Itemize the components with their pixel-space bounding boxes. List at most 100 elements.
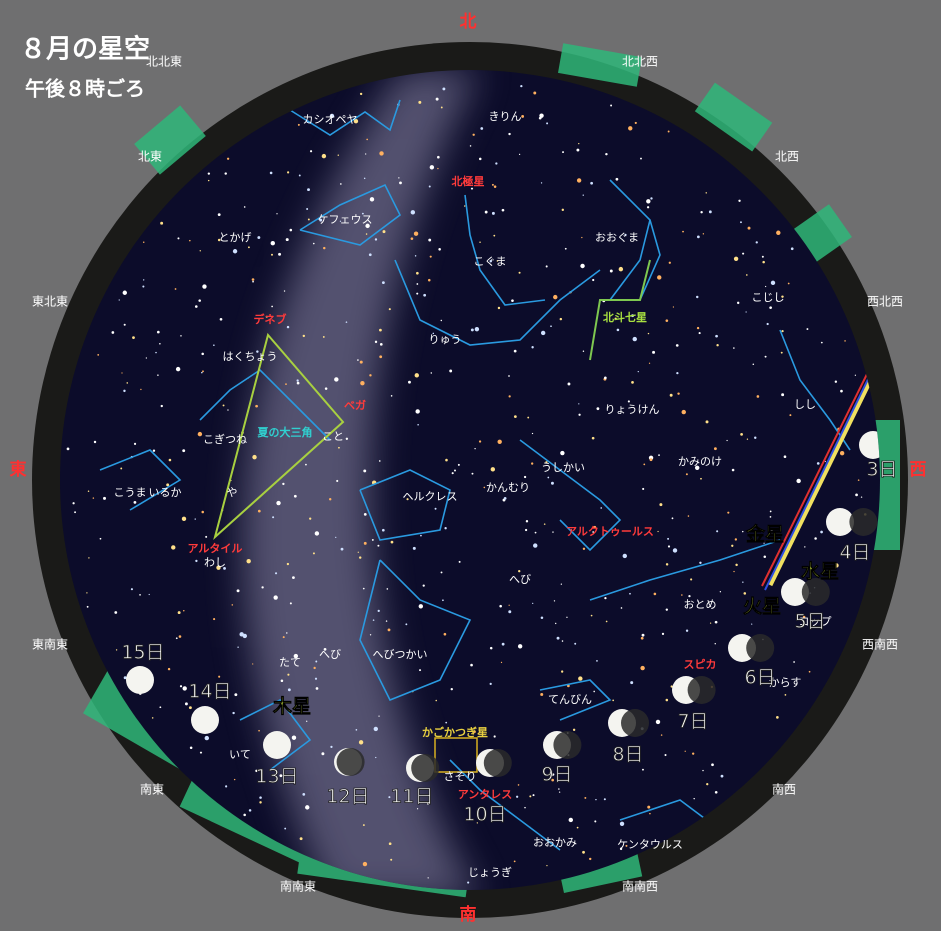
star-dot [279,774,283,778]
star-dot [661,632,665,636]
constellation-label: こと [322,430,344,443]
star-dot [388,796,391,799]
star-dot [643,463,646,466]
star-dot [684,750,686,752]
constellation-label: ケフェウス [318,213,373,226]
subtitle: 午後８時ごろ [25,77,145,101]
star-dot [647,332,650,335]
star-dot [285,238,289,242]
star-dot [381,281,385,285]
star-dot [568,817,573,823]
star-dot [855,493,858,497]
star-dot [720,774,724,778]
star-dot [377,544,380,547]
direction-label: 南南東 [280,879,316,894]
star-dot [440,571,443,574]
star-dot [217,238,221,242]
star-dot [315,660,318,663]
star-dot [416,283,419,285]
star-dot [167,667,171,671]
constellation-label: きりん [489,110,522,123]
star-dot [533,91,537,95]
star-dot [566,778,570,782]
star-dot [199,250,201,252]
moon-day-label: 14日 [188,681,231,703]
star-dot [513,860,516,863]
star-dot [595,798,597,801]
star-dot [87,490,90,492]
direction-label: 西北西 [867,295,903,309]
star-dot [559,317,563,321]
star-dot [365,153,367,155]
star-dot [232,711,235,715]
star-dot [657,530,659,533]
star-dot [499,604,502,608]
star-dot [534,531,537,534]
star-dot [685,473,688,476]
star-dot [143,279,145,281]
star-dot [338,446,340,449]
star-dot [362,861,368,867]
star-dot [781,295,784,298]
star-dot [359,92,363,96]
star-dot [334,377,339,382]
star-dot [225,785,228,788]
planet-label: 水星 [801,561,839,583]
star-dot [671,517,674,520]
star-dot [171,545,176,550]
star-dot [493,185,497,188]
star-dot [103,496,106,500]
star-dot [312,242,315,245]
star-dot [204,735,209,741]
star-dot [416,808,419,810]
constellation-label: りょうけん [605,403,660,416]
star-dot [99,537,102,540]
star-dot [445,721,448,724]
star-dot [793,661,795,663]
star-dot [111,331,115,334]
star-dot [432,332,435,335]
star-dot [576,178,582,183]
star-dot [419,669,422,672]
star-dot [133,442,137,445]
star-dot [781,393,785,397]
star-dot [490,467,496,472]
star-dot [123,676,127,680]
star-dot [657,275,662,280]
star-dot [72,502,75,505]
star-dot [489,682,492,686]
star-dot [539,113,544,118]
star-dot [205,535,208,538]
star-dot [561,640,564,642]
milky-way [242,70,480,890]
star-dot [287,688,291,692]
star-dot [340,183,342,185]
star-dot [410,237,414,240]
star-dot [802,615,806,619]
star-dot [745,311,747,313]
direction-label: 東北東 [32,295,68,309]
star-dot [727,511,730,514]
star-dot [362,587,365,590]
star-dot [713,447,717,451]
star-dot [677,392,680,395]
star-dot [207,172,211,175]
star-dot [642,487,645,491]
star-dot [529,795,532,798]
star-dot [513,349,517,353]
star-dot [592,278,595,282]
star-dot [234,693,238,697]
star-dot [820,530,823,534]
star-dot [247,246,250,249]
star-dot [345,321,348,323]
star-dot [285,383,287,386]
star-dot [74,511,76,514]
star-dot [319,218,323,222]
star-dot [133,501,137,504]
star-dot [857,479,860,481]
star-dot [584,796,587,799]
star-dot [157,374,159,376]
star-dot [374,238,378,241]
star-dot [770,280,776,286]
